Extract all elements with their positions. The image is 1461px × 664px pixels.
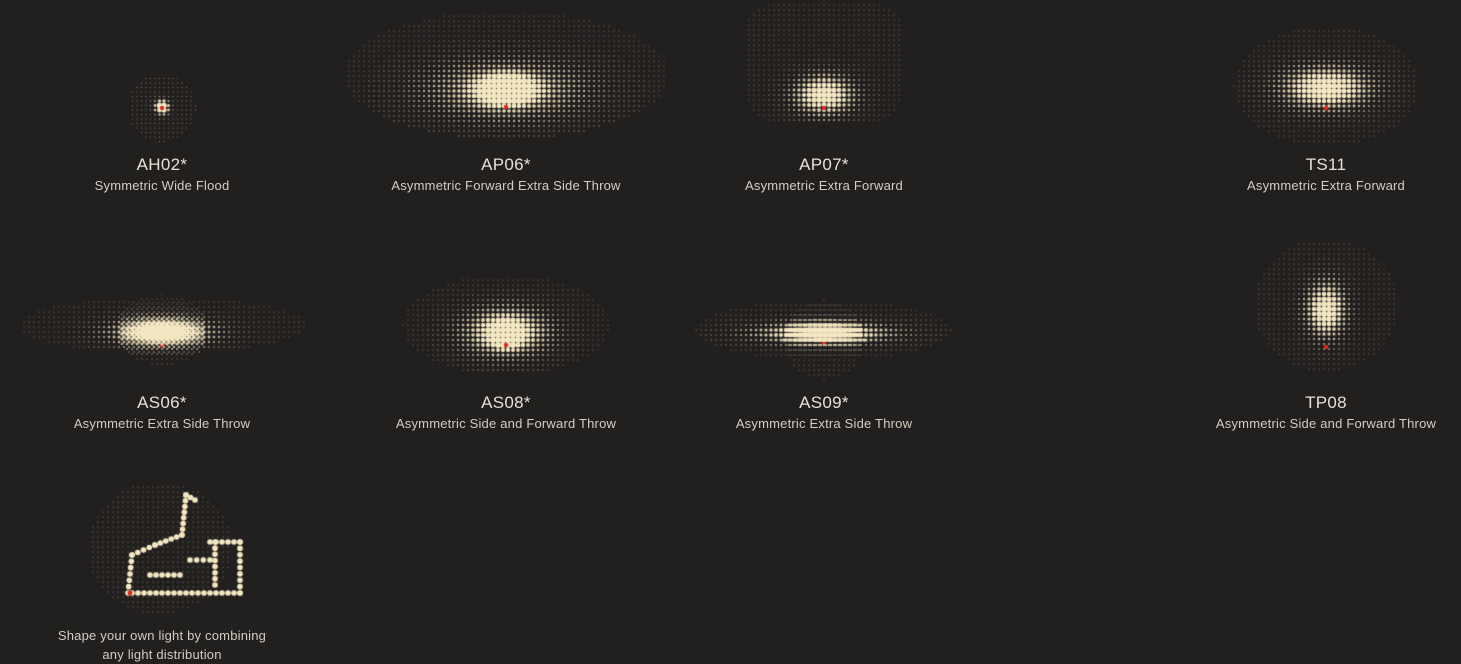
distribution-card-ap06[interactable]: AP06* Asymmetric Forward Extra Side Thro… [336, 0, 676, 200]
distribution-description: Asymmetric Extra Side Throw [735, 416, 913, 431]
distribution-card-as06[interactable]: AS06* Asymmetric Extra Side Throw [12, 235, 312, 435]
light-pattern-ap06 [336, 0, 676, 150]
distribution-card-ap07[interactable]: AP07* Asymmetric Extra Forward [714, 0, 934, 200]
distribution-card-ts11[interactable]: TS11 Asymmetric Extra Forward [1216, 0, 1436, 200]
light-pattern-ap07 [714, 0, 934, 150]
distribution-code: AS09* [799, 393, 849, 412]
distribution-description: Asymmetric Extra Forward [745, 178, 903, 193]
custom-light-pattern [40, 475, 284, 620]
distribution-card-as08[interactable]: AS08* Asymmetric Side and Forward Throw [376, 235, 636, 435]
distribution-description: Symmetric Wide Flood [94, 178, 230, 193]
distribution-description: Asymmetric Side and Forward Throw [395, 416, 617, 431]
custom-description-line2: any light distribution [102, 647, 222, 662]
distribution-description: Asymmetric Extra Forward [1247, 178, 1405, 193]
custom-description: Shape your own light by combining any li… [40, 626, 284, 664]
light-pattern-ts11 [1216, 0, 1436, 150]
custom-distribution-card[interactable]: Shape your own light by combining any li… [40, 475, 284, 664]
light-pattern-ah02 [62, 0, 262, 150]
custom-description-line1: Shape your own light by combining [57, 628, 267, 643]
distribution-description: Asymmetric Forward Extra Side Throw [391, 178, 621, 193]
light-pattern-tp08 [1201, 235, 1451, 390]
light-pattern-as08 [376, 235, 636, 390]
distribution-code: TP08 [1305, 393, 1347, 412]
distribution-code: AP06* [481, 155, 531, 174]
distribution-code: AS06* [137, 393, 187, 412]
distribution-code: AH02* [136, 155, 188, 174]
distribution-card-as09[interactable]: AS09* Asymmetric Extra Side Throw [689, 235, 959, 435]
distribution-description: Asymmetric Extra Side Throw [73, 416, 251, 431]
distribution-code: AS08* [481, 393, 531, 412]
distribution-description: Asymmetric Side and Forward Throw [1215, 416, 1437, 431]
distribution-code: AP07* [799, 155, 849, 174]
distribution-card-ah02[interactable]: AH02* Symmetric Wide Flood [62, 0, 262, 200]
distribution-code: TS11 [1305, 155, 1347, 174]
light-pattern-as09 [689, 235, 959, 390]
light-pattern-as06 [12, 235, 312, 390]
distribution-card-tp08[interactable]: TP08 Asymmetric Side and Forward Throw [1201, 235, 1451, 435]
